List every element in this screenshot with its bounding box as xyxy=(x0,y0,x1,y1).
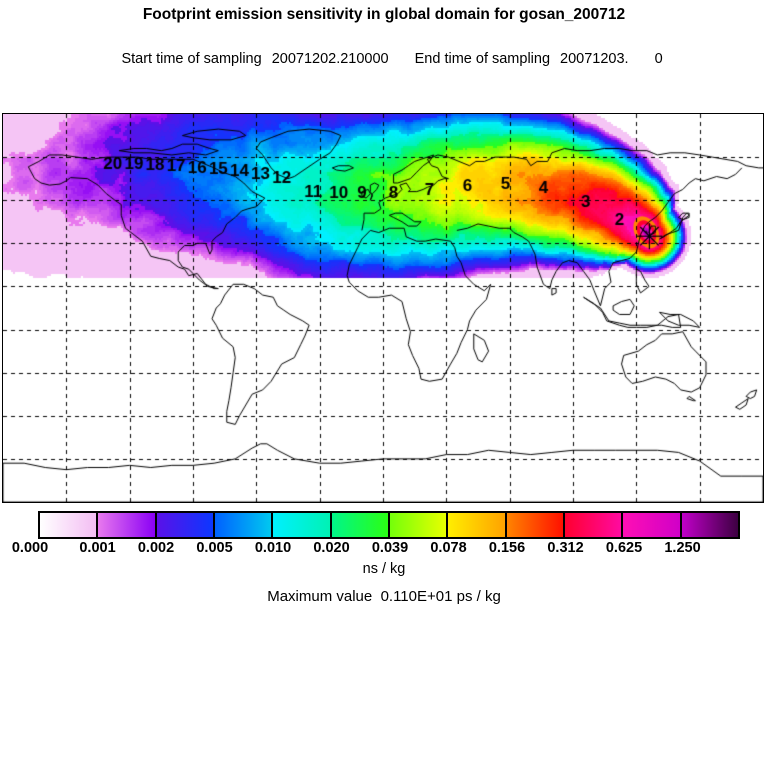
colorbar-tick-labels: 0.000 0.001 0.002 0.005 0.010 0.020 0.039 0.078… xyxy=(0,540,768,560)
colorbar-tick-9: 0.312 xyxy=(547,540,584,556)
colorbar-band-spring-green xyxy=(331,513,390,537)
maximum-value-label: Maximum value 0.110E+01 ps / kg xyxy=(267,588,501,605)
colorbar-band-cyan-turquoise xyxy=(273,513,332,537)
colorbar-band-red-magenta xyxy=(564,513,624,537)
colorbar-band-white-to-pink xyxy=(40,513,99,537)
colorbar-tick-7: 0.078 xyxy=(430,540,467,556)
colorbar-tick-4: 0.010 xyxy=(254,540,292,556)
colorbar-tick-5: 0.020 xyxy=(313,540,350,556)
colorbar-tick-11: 1.250 xyxy=(664,540,701,556)
page-title: Footprint emission sensitivity in global… xyxy=(142,6,626,23)
colorbar-gradient xyxy=(38,511,740,539)
colorbar-tick-6: 0.039 xyxy=(371,540,409,556)
colorbar-tick-3: 0.005 xyxy=(196,540,233,556)
start-time-label: Start time of sampling xyxy=(121,51,262,67)
colorbar-band-blue-cyan xyxy=(214,513,274,537)
colorbar-tick-2: 0.002 xyxy=(137,540,175,556)
colorbar-band-orange-red xyxy=(506,513,565,537)
sampling-time-line: Start time of sampling 20071202.210000 End… xyxy=(0,25,768,94)
colorbar-band-magenta-pink xyxy=(623,513,682,537)
footprint-map-canvas xyxy=(3,114,763,502)
colorbar-band-violet-blue xyxy=(156,513,215,537)
colorbar-legend: 0.000 0.001 0.002 0.005 0.010 0.020 0.039 0.078… xyxy=(0,511,768,577)
colorbar-unit-label: ns / kg xyxy=(362,561,406,577)
colorbar-band-green-yellow xyxy=(389,513,449,537)
colorbar-tick-0: 0.000 xyxy=(11,540,49,556)
colorbar-band-magenta-violet xyxy=(98,513,157,537)
colorbar-tick-1: 0.001 xyxy=(79,540,116,556)
colorbar-band-purple-dark xyxy=(681,513,738,537)
end-time-value: 20071203. xyxy=(560,51,629,67)
colorbar-tick-8: 0.156 xyxy=(488,540,526,556)
end-time-label: End time of sampling xyxy=(414,51,551,67)
end-time-value-extra: 0 xyxy=(654,51,663,67)
colorbar-band-yellow-orange xyxy=(448,513,507,537)
start-time-value: 20071202.210000 xyxy=(271,51,389,67)
colorbar-tick-10: 0.625 xyxy=(605,540,643,556)
map-plot-area xyxy=(2,113,764,503)
